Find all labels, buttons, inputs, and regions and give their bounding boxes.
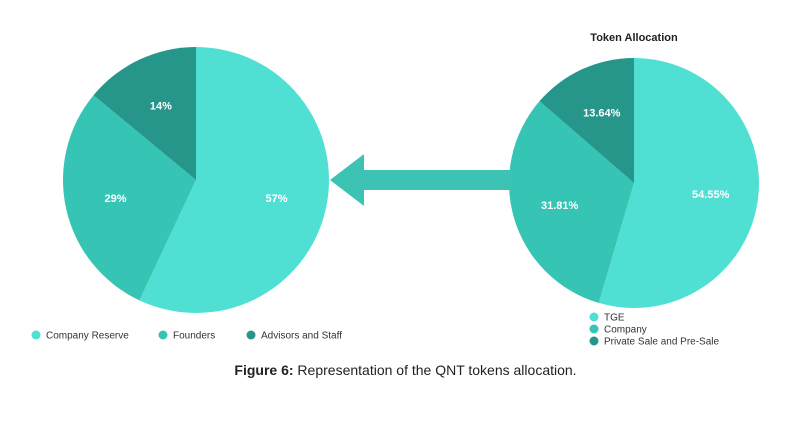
- slice-label-company-reserve: 57%: [265, 193, 287, 205]
- caption-text: Representation of the QNT tokens allocat…: [293, 362, 577, 378]
- pie-slice-founders: [62, 95, 197, 301]
- legend-label-company: Company: [604, 325, 647, 336]
- legend-swatch-company-reserve: [31, 330, 41, 340]
- legend-swatch-advisors-and-staff: [246, 330, 256, 340]
- slice-label-founders: 29%: [105, 193, 127, 205]
- figure-caption: Figure 6: Representation of the QNT toke…: [0, 362, 811, 378]
- chart-title: Token Allocation: [590, 32, 678, 44]
- pie-chart-left: 57% 29% 14%: [62, 47, 330, 314]
- legend-swatch-company: [589, 324, 599, 334]
- pie-slice-private-sale-and-pre-sale: [539, 58, 634, 183]
- pie-slice-advisors-and-staff: [93, 47, 196, 180]
- legend-label-founders: Founders: [173, 331, 215, 342]
- legend-left: Company Reserve Founders Advisors and Staf…: [31, 330, 342, 342]
- legend-label-private-sale-and-pre-sale: Private Sale and Pre-Sale: [604, 337, 720, 348]
- pie-slice-company-reserve: [139, 47, 330, 314]
- legend-label-advisors-and-staff: Advisors and Staff: [261, 331, 342, 342]
- pie-slice-company: [508, 101, 634, 303]
- slice-label-tge: 54.55%: [692, 189, 730, 201]
- pie-chart-right: 54.55% 31.81% 13.64%: [508, 58, 759, 308]
- slice-label-private-sale-and-pre-sale: 13.64%: [583, 108, 621, 120]
- legend-swatch-tge: [589, 312, 599, 322]
- legend-label-tge: TGE: [604, 313, 625, 324]
- legend-label-company-reserve: Company Reserve: [46, 331, 129, 342]
- slice-label-company: 31.81%: [541, 200, 579, 212]
- legend-swatch-private-sale-and-pre-sale: [589, 336, 599, 346]
- caption-prefix: Figure 6:: [234, 362, 294, 378]
- slice-label-advisors-and-staff: 14%: [150, 100, 172, 112]
- left-arrow-icon: [330, 154, 512, 206]
- figure-canvas: 57% 29% 14% 54.55% 31.81% 13.64% Token Alloc…: [31, 32, 759, 348]
- legend-swatch-founders: [158, 330, 168, 340]
- pie-slice-tge: [598, 58, 759, 308]
